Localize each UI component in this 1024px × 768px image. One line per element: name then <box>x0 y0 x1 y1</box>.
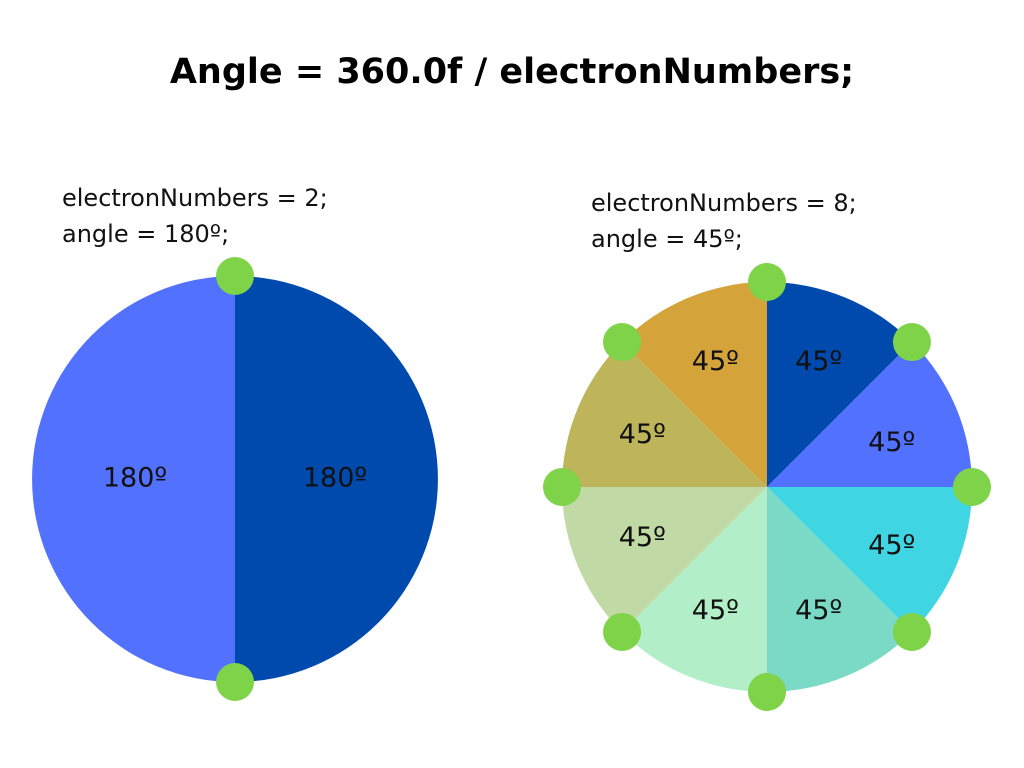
left-electron-2 <box>216 663 254 701</box>
right-slice-label-2: 45º <box>868 427 915 458</box>
right-electron-7 <box>543 468 581 506</box>
right-caption-angle: angle = 45º; <box>591 225 743 253</box>
right-slice-3 <box>767 487 972 632</box>
right-slice-8 <box>622 282 767 487</box>
left-caption-angle: angle = 180º; <box>62 220 230 248</box>
right-caption-count: electronNumbers = 8; <box>591 189 857 217</box>
left-slice-label-2: 180º <box>103 463 167 494</box>
title: Angle = 360.0f / electronNumbers; <box>169 52 855 92</box>
left-caption-count: electronNumbers = 2; <box>62 184 328 212</box>
right-slice-label-5: 45º <box>692 595 739 626</box>
right-slice-1 <box>767 282 912 487</box>
right-slice-label-6: 45º <box>619 522 666 553</box>
right-slice-label-4: 45º <box>795 595 842 626</box>
left-caption: electronNumbers = 2; angle = 180º; <box>62 180 328 252</box>
right-caption: electronNumbers = 8; angle = 45º; <box>591 185 857 257</box>
right-slice-4 <box>767 487 912 692</box>
right-slice-label-1: 45º <box>795 346 842 377</box>
right-electron-6 <box>603 612 642 651</box>
right-electron-4 <box>892 612 931 651</box>
right-electron-3 <box>953 468 991 506</box>
left-atom-diagram: 180º 180º <box>32 257 438 701</box>
left-slice-1 <box>235 276 438 682</box>
right-electron-2 <box>892 323 931 362</box>
right-electron-8 <box>603 323 642 362</box>
right-electron-1 <box>748 263 786 301</box>
right-slice-label-8: 45º <box>692 346 739 377</box>
right-slice-5 <box>622 487 767 692</box>
left-slice-2 <box>32 276 235 682</box>
right-slice-label-3: 45º <box>868 530 915 561</box>
right-slice-label-7: 45º <box>619 419 666 450</box>
right-atom-diagram: 45º 45º 45º 45º 45º 45º 45º 45º <box>543 263 991 711</box>
left-slice-label-1: 180º <box>303 463 367 494</box>
right-slice-6 <box>562 487 767 632</box>
right-slice-7 <box>562 342 767 487</box>
left-electron-1 <box>216 257 254 295</box>
right-electron-5 <box>748 673 786 711</box>
right-slice-2 <box>767 342 972 487</box>
